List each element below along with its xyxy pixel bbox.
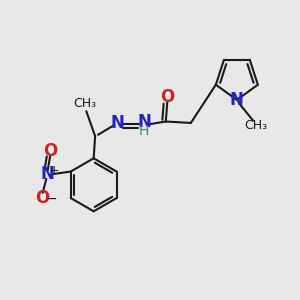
Text: +: +	[48, 164, 59, 178]
Text: N: N	[230, 91, 244, 109]
Text: CH₃: CH₃	[244, 119, 267, 132]
Text: N: N	[111, 114, 125, 132]
Text: O: O	[36, 189, 50, 207]
Text: N: N	[40, 166, 54, 184]
Text: O: O	[160, 88, 174, 106]
Text: H: H	[139, 124, 149, 138]
Text: O: O	[43, 142, 57, 160]
Text: N: N	[137, 113, 151, 131]
Text: −: −	[45, 192, 57, 206]
Text: CH₃: CH₃	[73, 97, 96, 110]
